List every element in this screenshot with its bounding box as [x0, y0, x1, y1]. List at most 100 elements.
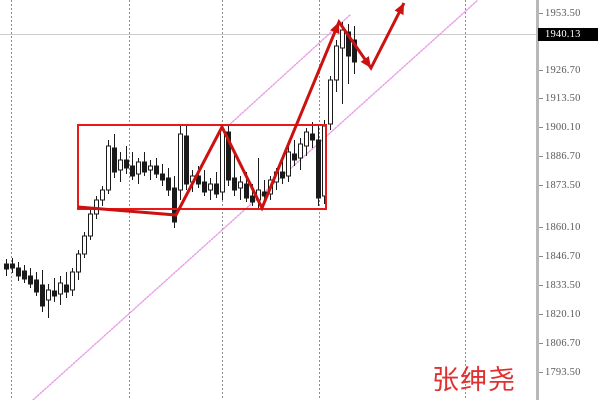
candlestick[interactable] — [106, 140, 111, 194]
candle-body-bullish — [304, 131, 309, 147]
price-axis[interactable]: 1953.50 1926.70 1913.50 1900.10 1886.70 1873.… — [536, 0, 600, 400]
candlestick[interactable] — [316, 124, 321, 206]
price-axis-tick — [539, 256, 543, 257]
candlestick[interactable] — [28, 268, 33, 288]
price-axis-label: 1846.70 — [545, 251, 581, 262]
candlestick[interactable] — [76, 250, 81, 280]
candle-body-bearish — [316, 139, 321, 199]
price-axis-label: 1913.50 — [545, 93, 581, 104]
candlestick[interactable] — [238, 176, 243, 200]
candlestick[interactable] — [64, 272, 69, 298]
candlestick[interactable] — [328, 76, 333, 130]
candlestick[interactable] — [22, 265, 27, 283]
candlestick[interactable] — [304, 128, 309, 156]
candle-body-bearish — [40, 284, 45, 307]
candlestick[interactable] — [184, 124, 189, 190]
price-axis-tick — [539, 127, 543, 128]
candlestick[interactable] — [136, 158, 141, 184]
chart-gridlines — [0, 0, 536, 400]
candle-body-bearish — [22, 270, 27, 280]
candlestick[interactable] — [58, 276, 63, 305]
candle-body-bearish — [154, 165, 159, 175]
candle-body-bullish — [88, 213, 93, 237]
candlestick[interactable] — [46, 284, 51, 318]
chart-plot-area[interactable]: 张绅尧 — [0, 0, 536, 400]
price-axis-label: 1793.50 — [545, 367, 581, 378]
candlestick[interactable] — [10, 258, 15, 273]
chart-annotations[interactable] — [0, 0, 536, 400]
candle-body-bullish — [136, 161, 141, 175]
price-axis-label: 1806.70 — [545, 338, 581, 349]
candle-body-bearish — [232, 177, 237, 191]
candlestick[interactable] — [298, 138, 303, 170]
candle-body-bearish — [214, 183, 219, 195]
candlestick[interactable] — [160, 164, 165, 186]
price-axis-tick — [539, 185, 543, 186]
candlestick[interactable] — [16, 262, 21, 281]
candle-body-bearish — [196, 175, 201, 185]
candle-body-bearish — [172, 187, 177, 223]
candlestick[interactable] — [172, 176, 177, 228]
candle-body-bearish — [16, 267, 21, 277]
candle-body-bullish — [118, 159, 123, 171]
candle-body-bearish — [64, 284, 69, 293]
candlestick[interactable] — [178, 126, 183, 200]
candle-body-bullish — [46, 289, 51, 301]
candle-body-bearish — [10, 263, 15, 269]
candlestick[interactable] — [310, 122, 315, 148]
candlestick[interactable] — [148, 160, 153, 180]
candle-body-bearish — [130, 165, 135, 177]
candle-body-bearish — [124, 159, 129, 169]
consolidation-range-box[interactable] — [77, 124, 327, 210]
candlestick[interactable] — [4, 259, 9, 276]
candlestick[interactable] — [208, 178, 213, 200]
price-axis-rail — [536, 0, 539, 400]
candlestick[interactable] — [214, 172, 219, 198]
candle-body-bearish — [34, 279, 39, 293]
candlestick[interactable] — [292, 140, 297, 166]
projection-arrowhead — [360, 56, 371, 68]
candlestick[interactable] — [130, 152, 135, 180]
candle-body-bullish — [76, 253, 81, 273]
candle-body-bullish — [286, 151, 291, 177]
candlestick[interactable] — [70, 268, 75, 296]
candlestick[interactable] — [40, 270, 45, 312]
red-zigzag-projection[interactable] — [77, 2, 406, 217]
price-axis-tick — [539, 285, 543, 286]
candle-body-bullish — [328, 79, 333, 125]
candlestick[interactable] — [52, 278, 57, 302]
candle-body-bullish — [148, 165, 153, 171]
candlestick[interactable] — [82, 232, 87, 258]
candlestick[interactable] — [202, 170, 207, 196]
candlestick[interactable] — [118, 152, 123, 182]
candle-body-bearish — [280, 171, 285, 179]
price-axis-tick — [539, 13, 543, 14]
candle-body-bearish — [244, 183, 249, 199]
price-axis-label: 1820.10 — [545, 309, 581, 320]
price-axis-tick — [539, 343, 543, 344]
candlestick[interactable] — [124, 146, 129, 174]
candle-body-bullish — [340, 29, 345, 49]
candlestick[interactable] — [340, 22, 345, 104]
price-axis-label: 1833.50 — [545, 280, 581, 291]
candlestick[interactable] — [34, 272, 39, 296]
candlestick[interactable] — [112, 134, 117, 178]
candlestick-series[interactable] — [0, 0, 536, 400]
candlestick[interactable] — [226, 126, 231, 186]
price-axis-label: 1953.50 — [545, 8, 581, 19]
candlestick[interactable] — [352, 26, 357, 74]
candlestick[interactable] — [88, 210, 93, 240]
candle-body-bullish — [178, 133, 183, 191]
candlestick[interactable] — [232, 150, 237, 196]
candle-body-bullish — [82, 235, 87, 255]
candlestick[interactable] — [286, 146, 291, 182]
candlestick[interactable] — [166, 168, 171, 196]
candlestick[interactable] — [154, 158, 159, 178]
candlestick[interactable] — [334, 40, 339, 92]
candlestick[interactable] — [100, 186, 105, 206]
candle-body-bearish — [160, 173, 165, 181]
candlestick[interactable] — [142, 152, 147, 176]
candle-body-bullish — [100, 189, 105, 201]
candle-body-bearish — [352, 39, 357, 63]
